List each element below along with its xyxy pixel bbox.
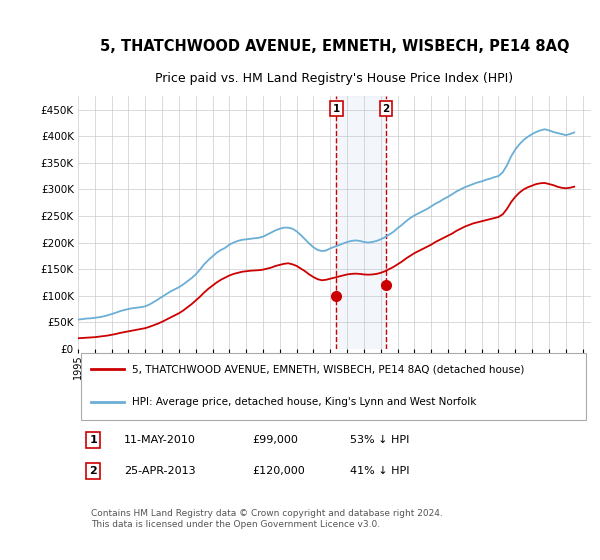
Text: 53% ↓ HPI: 53% ↓ HPI	[350, 435, 409, 445]
FancyBboxPatch shape	[80, 353, 586, 420]
Text: HPI: Average price, detached house, King's Lynn and West Norfolk: HPI: Average price, detached house, King…	[132, 396, 476, 407]
Text: 25-APR-2013: 25-APR-2013	[124, 466, 196, 476]
Bar	[337, 96, 386, 349]
Text: £120,000: £120,000	[253, 466, 305, 476]
Text: 41% ↓ HPI: 41% ↓ HPI	[350, 466, 409, 476]
Text: Contains HM Land Registry data © Crown copyright and database right 2024.
This d: Contains HM Land Registry data © Crown c…	[91, 510, 443, 529]
Text: 1: 1	[89, 435, 97, 445]
Text: 2: 2	[383, 104, 390, 114]
Text: £99,000: £99,000	[253, 435, 298, 445]
Text: 5, THATCHWOOD AVENUE, EMNETH, WISBECH, PE14 8AQ: 5, THATCHWOOD AVENUE, EMNETH, WISBECH, P…	[100, 39, 569, 54]
Text: 2: 2	[89, 466, 97, 476]
Text: 5, THATCHWOOD AVENUE, EMNETH, WISBECH, PE14 8AQ (detached house): 5, THATCHWOOD AVENUE, EMNETH, WISBECH, P…	[132, 364, 524, 374]
Text: Price paid vs. HM Land Registry's House Price Index (HPI): Price paid vs. HM Land Registry's House …	[155, 72, 514, 85]
Text: 11-MAY-2010: 11-MAY-2010	[124, 435, 196, 445]
Text: 1: 1	[333, 104, 340, 114]
